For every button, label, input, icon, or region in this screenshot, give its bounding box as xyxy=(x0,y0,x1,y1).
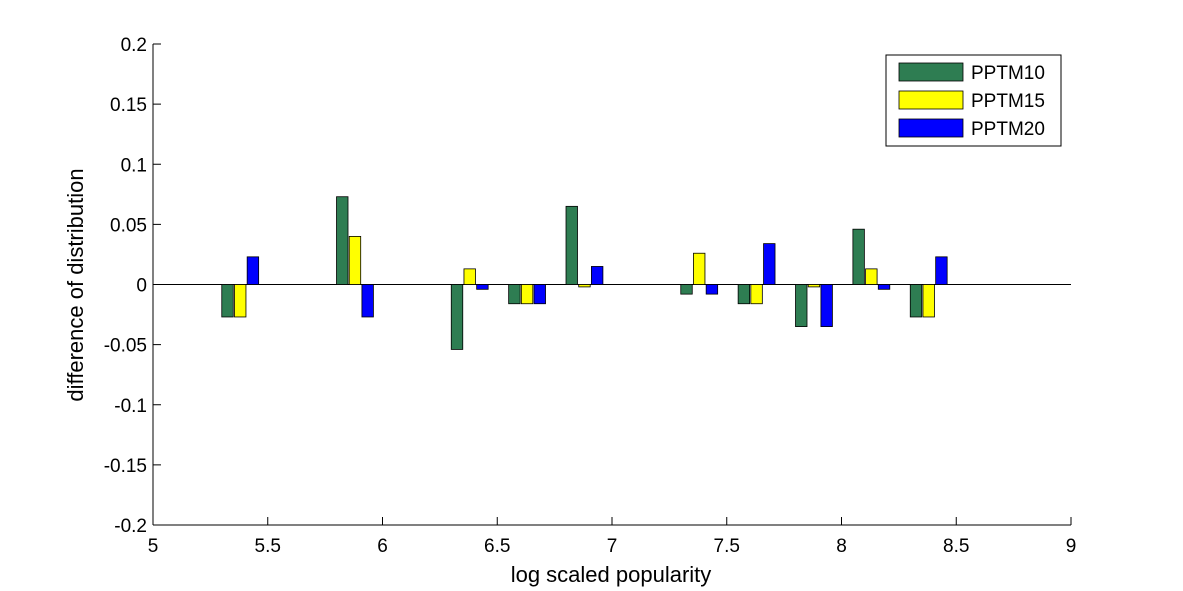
y-tick-label: 0.15 xyxy=(110,95,147,116)
bar-pptm20 xyxy=(246,256,260,285)
x-tick-label: 8 xyxy=(836,536,847,557)
bar-pptm15 xyxy=(693,252,706,285)
x-tick-label: 7.5 xyxy=(714,536,740,557)
x-tick-label: 5 xyxy=(148,536,159,557)
y-tick-label: -0.2 xyxy=(114,516,147,537)
bar-pptm10 xyxy=(336,196,349,285)
bar-pptm10 xyxy=(737,284,751,305)
x-tick-label: 6.5 xyxy=(484,536,510,557)
y-tick-label: 0.2 xyxy=(121,35,147,56)
bar-pptm10 xyxy=(680,284,693,295)
y-tick-label: -0.15 xyxy=(104,456,147,477)
bar-pptm15 xyxy=(348,235,362,285)
x-tick-label: 7 xyxy=(607,536,618,557)
bar-pptm10 xyxy=(852,228,865,285)
plot-area: 5 5.5 6 6.5 7 7.5 8 8.5 9 0.2 0.15 0.1 0.05 0 -0.05 -0… xyxy=(104,35,1077,557)
bar-pptm15 xyxy=(922,284,935,318)
x-tick-label: 5.5 xyxy=(255,536,281,557)
legend: PPTM10 PPTM15 PPTM20 xyxy=(885,54,1062,147)
bar-pptm15 xyxy=(234,284,247,318)
bar-pptm15 xyxy=(807,284,821,288)
bar-pptm10 xyxy=(450,284,464,350)
y-tick-label: -0.05 xyxy=(104,336,147,357)
y-tick-label: -0.1 xyxy=(114,396,147,417)
y-tick-label: 0 xyxy=(136,276,147,297)
legend-swatch-pptm20 xyxy=(898,118,964,138)
bar-pptm15 xyxy=(865,268,878,285)
x-tick-label: 6 xyxy=(377,536,388,557)
x-axis-ticks: 5 5.5 6 6.5 7 7.5 8 8.5 9 xyxy=(148,517,1077,557)
legend-label: PPTM10 xyxy=(971,63,1045,84)
bar-pptm15 xyxy=(463,268,476,285)
legend-swatch-pptm10 xyxy=(898,62,964,82)
y-tick-label: 0.05 xyxy=(110,215,147,236)
bar-pptm20 xyxy=(533,284,546,305)
x-tick-label: 9 xyxy=(1066,536,1077,557)
bar-pptm20 xyxy=(877,284,891,290)
bar-pptm10 xyxy=(795,284,808,327)
y-tick-label: 0.1 xyxy=(121,155,147,176)
x-axis-title: log scaled popularity xyxy=(511,562,712,587)
legend-swatch-pptm15 xyxy=(898,90,964,110)
y-axis-ticks: 0.2 0.15 0.1 0.05 0 -0.05 -0.1 -0.15 -0.2 xyxy=(104,35,161,537)
bar-pptm15 xyxy=(520,284,534,305)
bar-pptm10 xyxy=(565,205,578,285)
bar-pptm20 xyxy=(476,284,489,290)
bar-pptm10 xyxy=(909,284,923,318)
bar-pptm20 xyxy=(705,284,719,295)
bar-pptm20 xyxy=(935,256,948,285)
bar-pptm15 xyxy=(578,284,591,288)
x-tick-label: 8.5 xyxy=(943,536,969,557)
bar-pptm20 xyxy=(361,284,374,318)
bars-group xyxy=(221,196,948,350)
bar-pptm15 xyxy=(750,284,763,305)
bar-pptm10 xyxy=(508,284,521,305)
bar-pptm10 xyxy=(221,284,234,318)
bar-pptm20 xyxy=(820,284,833,327)
legend-label: PPTM15 xyxy=(971,91,1045,112)
legend-label: PPTM20 xyxy=(971,119,1045,140)
bar-pptm20 xyxy=(763,243,776,285)
y-axis-title: difference of distribution xyxy=(63,168,88,401)
bar-pptm20 xyxy=(591,266,604,285)
